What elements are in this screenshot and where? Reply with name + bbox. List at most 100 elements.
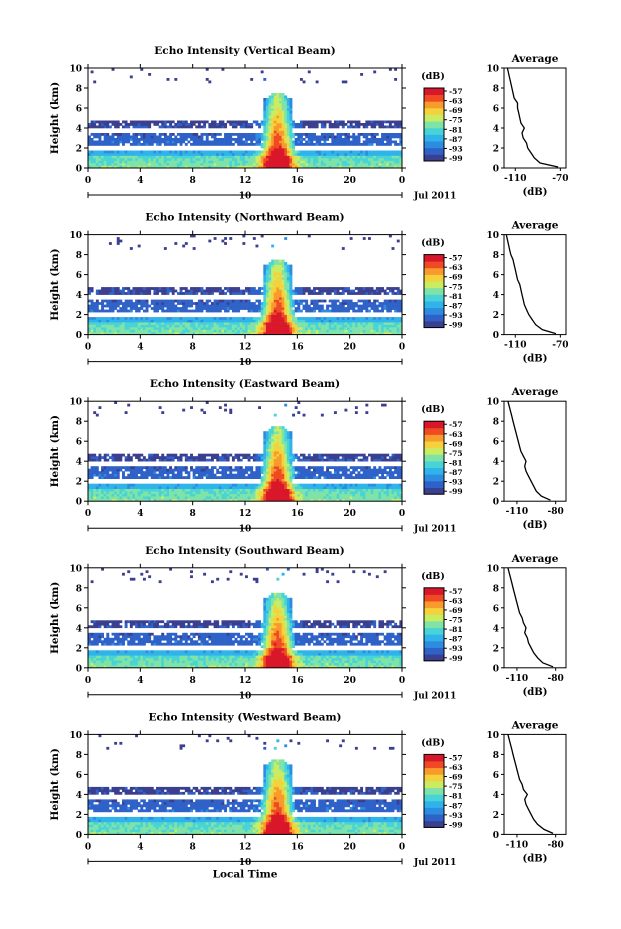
profile-y-tick-label: 4 <box>493 458 499 468</box>
profile-y-tick-label: 0 <box>493 331 499 341</box>
colorbar-swatch <box>424 447 444 455</box>
colorbar-swatch <box>424 307 444 315</box>
x-tick-label: 8 <box>190 842 196 852</box>
y-tick-label: 0 <box>76 498 82 508</box>
colorbar-swatch <box>424 487 444 495</box>
y-axis-label: Height (km) <box>49 82 61 154</box>
x-tick-label: 8 <box>190 343 196 353</box>
colorbar-tick-label: -87 <box>449 135 463 144</box>
profile-x-tick-label: -80 <box>548 674 564 684</box>
colorbar-tick-label: -75 <box>449 616 463 625</box>
profile-y-tick-label: 8 <box>493 751 499 761</box>
x-tick-label: 0 <box>85 676 91 686</box>
profile-line <box>507 734 554 834</box>
x-tick-label: 16 <box>291 509 304 519</box>
colorbar-tick-label: -63 <box>449 596 463 605</box>
colorbar-swatch <box>424 607 444 615</box>
colorbar-tick-label: -75 <box>449 282 463 291</box>
profile-x-tick-label: -110 <box>504 174 527 184</box>
date-marker: 10 <box>239 358 252 368</box>
x-tick-label: 4 <box>137 676 143 686</box>
date-label: Jul 2011 <box>413 858 456 868</box>
profile-y-tick-label: 10 <box>486 398 499 408</box>
profile-y-tick-label: 0 <box>493 831 499 841</box>
colorbar-tick-label: -69 <box>449 439 463 448</box>
colorbar-swatch <box>424 147 444 155</box>
colorbar-tick-label: -57 <box>449 420 463 429</box>
colorbar-frame <box>423 420 445 495</box>
colorbar-swatch <box>424 261 444 269</box>
panel-2: Echo Intensity (Eastward Beam) Height (km… <box>49 378 567 535</box>
profile-y-tick-label: 10 <box>486 65 499 75</box>
profile-y-tick-label: 2 <box>493 311 499 321</box>
colorbar-tick-label: -69 <box>449 273 463 282</box>
profile-y-tick-label: 2 <box>493 811 499 821</box>
colorbar-swatch <box>424 434 444 442</box>
x-tick-label: 0 <box>85 842 91 852</box>
y-tick-label: 8 <box>76 418 82 428</box>
profile-title: Average <box>511 553 559 565</box>
x-tick-label: 0 <box>399 509 405 519</box>
profile-line <box>506 67 559 168</box>
profile-y-tick-label: 8 <box>493 418 499 428</box>
profile-y-tick-label: 8 <box>493 584 499 594</box>
x-tick-label: 20 <box>343 509 356 519</box>
profile-x-tick-label: -70 <box>552 174 568 184</box>
profile-y-tick-label: 6 <box>493 771 499 781</box>
panel-title: Echo Intensity (Vertical Beam) <box>154 45 335 57</box>
panel-title: Echo Intensity (Eastward Beam) <box>150 378 340 390</box>
colorbar-tick-label: -57 <box>449 753 463 762</box>
profile-y-tick-label: 4 <box>493 624 499 634</box>
profile-y-tick-label: 4 <box>493 791 499 801</box>
colorbar-swatch <box>424 634 444 642</box>
y-tick-label: 4 <box>76 458 82 468</box>
y-axis-label: Height (km) <box>49 415 61 487</box>
profile-x-tick-label: -70 <box>552 341 568 351</box>
colorbar-swatch <box>424 761 444 769</box>
y-tick-label: 0 <box>76 331 82 341</box>
profile-y-tick-label: 10 <box>486 564 499 574</box>
colorbar-tick-label: -57 <box>449 587 463 596</box>
colorbar-swatch <box>424 94 444 102</box>
colorbar-swatch <box>424 794 444 802</box>
colorbar-tick-label: -99 <box>449 487 463 496</box>
y-tick-label: 4 <box>76 791 82 801</box>
colorbar-swatch <box>424 107 444 115</box>
colorbar-swatch <box>424 767 444 775</box>
profile-y-tick-label: 8 <box>493 251 499 261</box>
colorbar-swatch <box>424 647 444 655</box>
profile-x-label: (dB) <box>523 687 548 698</box>
profile-x-tick-label: -80 <box>548 840 564 850</box>
colorbar-swatch <box>424 627 444 635</box>
colorbar-swatch <box>424 114 444 122</box>
y-tick-label: 10 <box>69 731 82 741</box>
x-tick-label: 0 <box>85 343 91 353</box>
colorbar-tick-label: -69 <box>449 606 463 615</box>
y-tick-label: 8 <box>76 251 82 261</box>
colorbar-frame <box>423 587 445 662</box>
x-tick-label: 16 <box>291 176 304 186</box>
y-axis-label: Height (km) <box>49 748 61 820</box>
x-tick-label: 16 <box>291 842 304 852</box>
profile-line <box>507 567 554 668</box>
x-tick-label: 20 <box>343 676 356 686</box>
y-tick-label: 2 <box>76 145 82 155</box>
colorbar-swatch <box>424 620 444 629</box>
colorbar-tick-label: -99 <box>449 154 463 163</box>
y-tick-label: 0 <box>76 664 82 674</box>
y-tick-label: 2 <box>76 478 82 488</box>
x-tick-label: 0 <box>85 509 91 519</box>
profile-y-tick-label: 4 <box>493 125 499 135</box>
y-tick-label: 8 <box>76 584 82 594</box>
colorbar-tick-label: -63 <box>449 97 463 106</box>
date-marker: 10 <box>239 691 252 701</box>
colorbar-swatch <box>424 320 444 328</box>
colorbar-swatch <box>424 594 444 602</box>
profile-x-tick-label: -110 <box>506 674 529 684</box>
y-tick-label: 10 <box>69 398 82 408</box>
colorbar-swatch <box>424 134 444 142</box>
colorbar-tick-label: -63 <box>449 263 463 272</box>
x-tick-label: 4 <box>137 176 143 186</box>
date-label: Jul 2011 <box>413 192 456 202</box>
